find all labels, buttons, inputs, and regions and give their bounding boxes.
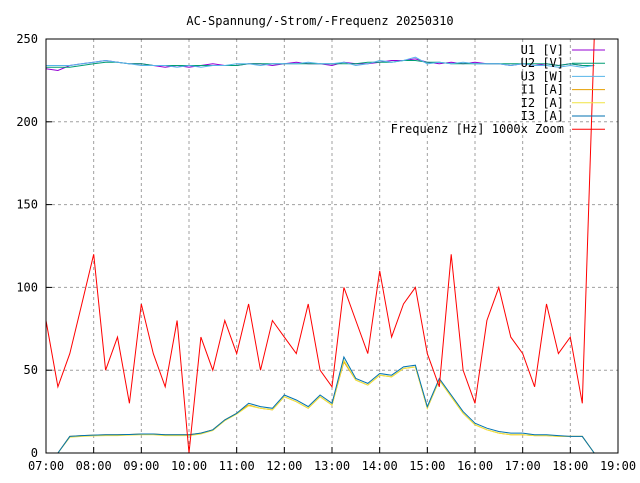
legend-label: U2 [V] bbox=[521, 56, 564, 70]
x-tick-label: 11:00 bbox=[219, 459, 255, 473]
series-line-6 bbox=[45, 38, 595, 454]
series-line-3 bbox=[46, 360, 595, 454]
legend-label: I2 [A] bbox=[521, 96, 564, 110]
x-tick-label: 09:00 bbox=[123, 459, 159, 473]
y-tick-label: 0 bbox=[31, 446, 38, 460]
legend-label: U3 [W] bbox=[521, 69, 564, 83]
legend-label: I3 [A] bbox=[521, 109, 564, 123]
series-line-0 bbox=[45, 58, 595, 72]
y-tick-label: 200 bbox=[16, 115, 38, 129]
series-line-2 bbox=[46, 56, 595, 68]
legend-label: U1 [V] bbox=[521, 43, 564, 57]
grid bbox=[45, 38, 619, 454]
tick-labels: 07:00 08:00 09:00 10:00 11:00 12:00 13:00 14:00… bbox=[16, 32, 636, 473]
x-tick-label: 12:00 bbox=[266, 459, 302, 473]
series-line-5 bbox=[46, 355, 595, 454]
series-layer bbox=[45, 38, 595, 454]
x-tick-label: 17:00 bbox=[505, 459, 541, 473]
x-tick-label: 07:00 bbox=[28, 459, 64, 473]
x-tick-label: 16:00 bbox=[457, 459, 493, 473]
y-tick-label: 50 bbox=[24, 363, 38, 377]
y-tick-label: 150 bbox=[16, 198, 38, 212]
y-tick-label: 100 bbox=[16, 280, 38, 294]
x-tick-label: 15:00 bbox=[409, 459, 445, 473]
legend-label: Frequenz [Hz] 1000x Zoom bbox=[391, 122, 564, 136]
legend-label: I1 [A] bbox=[521, 83, 564, 97]
x-tick-label: 14:00 bbox=[362, 459, 398, 473]
x-tick-label: 13:00 bbox=[314, 459, 350, 473]
plot-border bbox=[45, 38, 619, 454]
x-tick-label: 18:00 bbox=[552, 459, 588, 473]
series-line-4 bbox=[46, 359, 595, 454]
x-tick-label: 10:00 bbox=[171, 459, 207, 473]
x-tick-label: 08:00 bbox=[76, 459, 112, 473]
chart-title: AC-Spannung/-Strom/-Frequenz 20250310 bbox=[186, 14, 453, 28]
y-tick-label: 250 bbox=[16, 32, 38, 46]
legend: U1 [V]U2 [V]U3 [W]I1 [A]I2 [A]I3 [A]Freq… bbox=[391, 43, 605, 136]
x-tick-label: 19:00 bbox=[600, 459, 636, 473]
